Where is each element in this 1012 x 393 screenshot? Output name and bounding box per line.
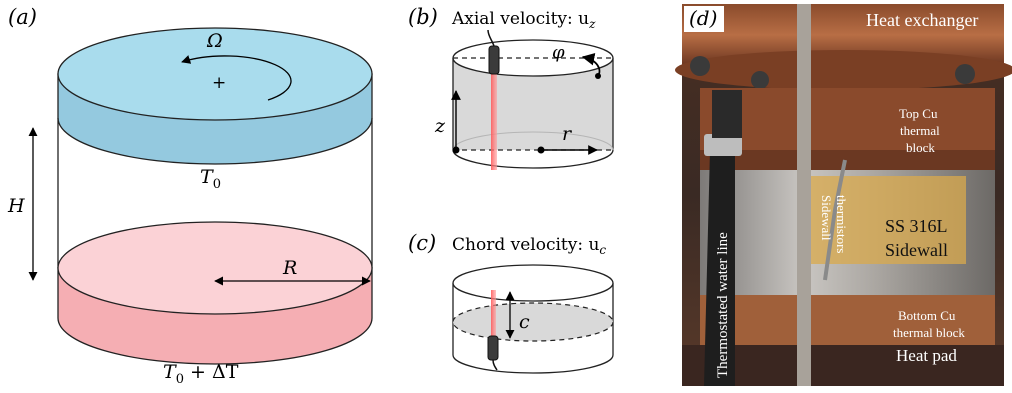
phi-dot	[595, 73, 601, 79]
top-cu-label-2: thermal	[900, 123, 940, 138]
plus-sign: +	[212, 73, 226, 93]
bottom-cu-label-1: Bottom Cu	[898, 308, 956, 323]
heat-exchanger-label: Heat exchanger	[866, 10, 978, 30]
panel-d-label-box	[684, 6, 724, 32]
height-label: H	[7, 195, 25, 217]
top-cu-label-1: Top Cu	[899, 106, 938, 121]
panel-d-label: (d)	[689, 6, 717, 30]
sidewall-thermistors-label: Sidewallthermistors	[819, 195, 849, 254]
axial-laser-beam	[491, 72, 497, 170]
chord-probe	[487, 335, 499, 361]
axial-probe-cable	[487, 29, 495, 47]
z-origin-dot	[452, 146, 460, 154]
chord-shaded-section	[452, 302, 614, 342]
bolt-3	[955, 64, 975, 84]
axial-probe	[488, 45, 500, 75]
panel-c-label: (c)	[408, 231, 436, 255]
c-label: c	[519, 311, 530, 333]
omega-label: Ω	[206, 30, 223, 52]
top-cu-block-shade	[700, 150, 995, 170]
r-origin-dot	[537, 146, 545, 154]
heat-pad-label: Heat pad	[896, 346, 957, 365]
axial-cylinder-body	[452, 58, 614, 169]
water-line-label: Thermostated water line	[715, 232, 731, 378]
top-plate	[57, 27, 373, 165]
threaded-rod	[797, 4, 811, 386]
bottom-plate	[57, 221, 373, 365]
bottom-cu-block	[700, 295, 995, 345]
bottom-temperature: T0 + ΔT	[163, 361, 239, 387]
chord-cylinder-top	[452, 264, 614, 302]
panel-b-title: Axial velocity: uz	[451, 9, 596, 31]
thermistor-wire	[823, 159, 847, 281]
water-line-hose	[704, 150, 735, 386]
chord-probe-cable	[492, 359, 498, 371]
bolt-2	[751, 71, 769, 89]
panel-d-photo: (d) Heat exchanger Top Cu thermal block …	[675, 4, 1012, 386]
panel-a: (a) Ω + T0 H R T0 + ΔT	[7, 5, 373, 387]
bottom-plate-face	[57, 221, 373, 315]
r-label: r	[562, 123, 573, 145]
heat-pad-region	[682, 345, 1004, 386]
hose-clamp	[704, 134, 742, 156]
ss-label-2: Sidewall	[885, 240, 948, 260]
top-cu-label-3: block	[906, 140, 935, 155]
chord-laser-beam	[491, 290, 496, 340]
radius-label: R	[282, 257, 297, 279]
rotation-arrow	[181, 55, 292, 101]
panel-b: (b) Axial velocity: uz φ z r	[408, 5, 614, 170]
panel-c: (c) Chord velocity: uc c	[408, 231, 614, 374]
phi-label: φ	[552, 42, 565, 63]
axial-inner-arc	[452, 131, 614, 151]
panel-c-title: Chord velocity: uc	[452, 235, 606, 257]
panel-a-label: (a)	[8, 5, 37, 29]
panel-b-label: (b)	[408, 5, 438, 29]
top-plate-face	[57, 27, 373, 121]
ss-label-1: SS 316L	[885, 216, 948, 236]
water-line-upper	[712, 90, 742, 138]
bottom-cu-label-2: thermal block	[893, 325, 965, 340]
top-temperature: T0	[200, 166, 221, 192]
z-label: z	[434, 115, 446, 137]
bolt-1	[690, 56, 710, 76]
